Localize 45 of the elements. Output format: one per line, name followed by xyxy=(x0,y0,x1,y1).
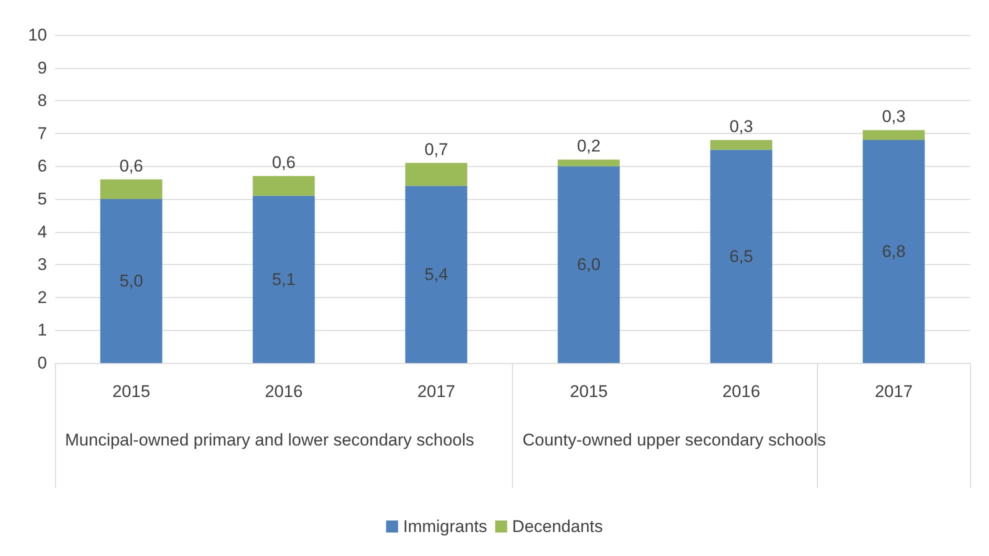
data-label: 0,3 xyxy=(729,116,754,136)
legend-label: Immigrants xyxy=(403,517,488,536)
data-label: 0,2 xyxy=(576,136,601,156)
bar xyxy=(558,166,620,363)
bar xyxy=(405,162,468,186)
y-tick-label: 1 xyxy=(38,320,47,340)
bar xyxy=(862,140,925,363)
bar xyxy=(710,150,772,363)
text: Muncipal-owned primary and lower secondary schools xyxy=(65,430,474,450)
y-tick-label: 4 xyxy=(38,222,47,242)
bar xyxy=(252,196,315,363)
x-tick-label: 2016 xyxy=(722,382,760,401)
x-tick-label: 2015 xyxy=(570,382,608,401)
data-label: 6,8 xyxy=(882,242,906,261)
y-tick-label: 5 xyxy=(38,190,47,208)
y-tick-label: 10 xyxy=(28,26,47,44)
data-label: 0,6 xyxy=(119,156,144,176)
bar xyxy=(558,160,620,166)
legend-label: Decendants xyxy=(512,517,603,536)
data-label: 5,1 xyxy=(272,270,296,289)
x-tick-label: 2015 xyxy=(112,382,150,401)
data-label: 6,5 xyxy=(729,246,754,266)
data-label: 0,7 xyxy=(424,140,448,159)
y-tick-label: 0 xyxy=(38,354,47,372)
y-tick-label: 9 xyxy=(38,58,47,78)
bar xyxy=(862,130,925,140)
data-label: 0,3 xyxy=(882,107,906,126)
bar xyxy=(100,199,162,363)
y-tick-label: 8 xyxy=(38,91,47,110)
x-tick-label: 2016 xyxy=(264,382,303,401)
data-label: 0,6 xyxy=(272,153,296,172)
x-tick-label: 2017 xyxy=(874,382,913,401)
bar xyxy=(710,140,772,150)
data-label: 5,4 xyxy=(424,264,448,284)
data-label: 5,0 xyxy=(119,272,144,290)
y-tick-label: 7 xyxy=(38,124,47,143)
y-tick-label: 3 xyxy=(38,255,47,274)
data-label: 6,0 xyxy=(576,255,601,274)
bar xyxy=(100,179,162,199)
y-tick-label: 2 xyxy=(38,288,47,307)
text: County-owned upper secondary schools xyxy=(522,430,826,450)
bar xyxy=(252,176,315,196)
bar xyxy=(405,186,468,363)
y-tick-label: 6 xyxy=(38,156,47,176)
x-tick-label: 2017 xyxy=(417,382,456,401)
